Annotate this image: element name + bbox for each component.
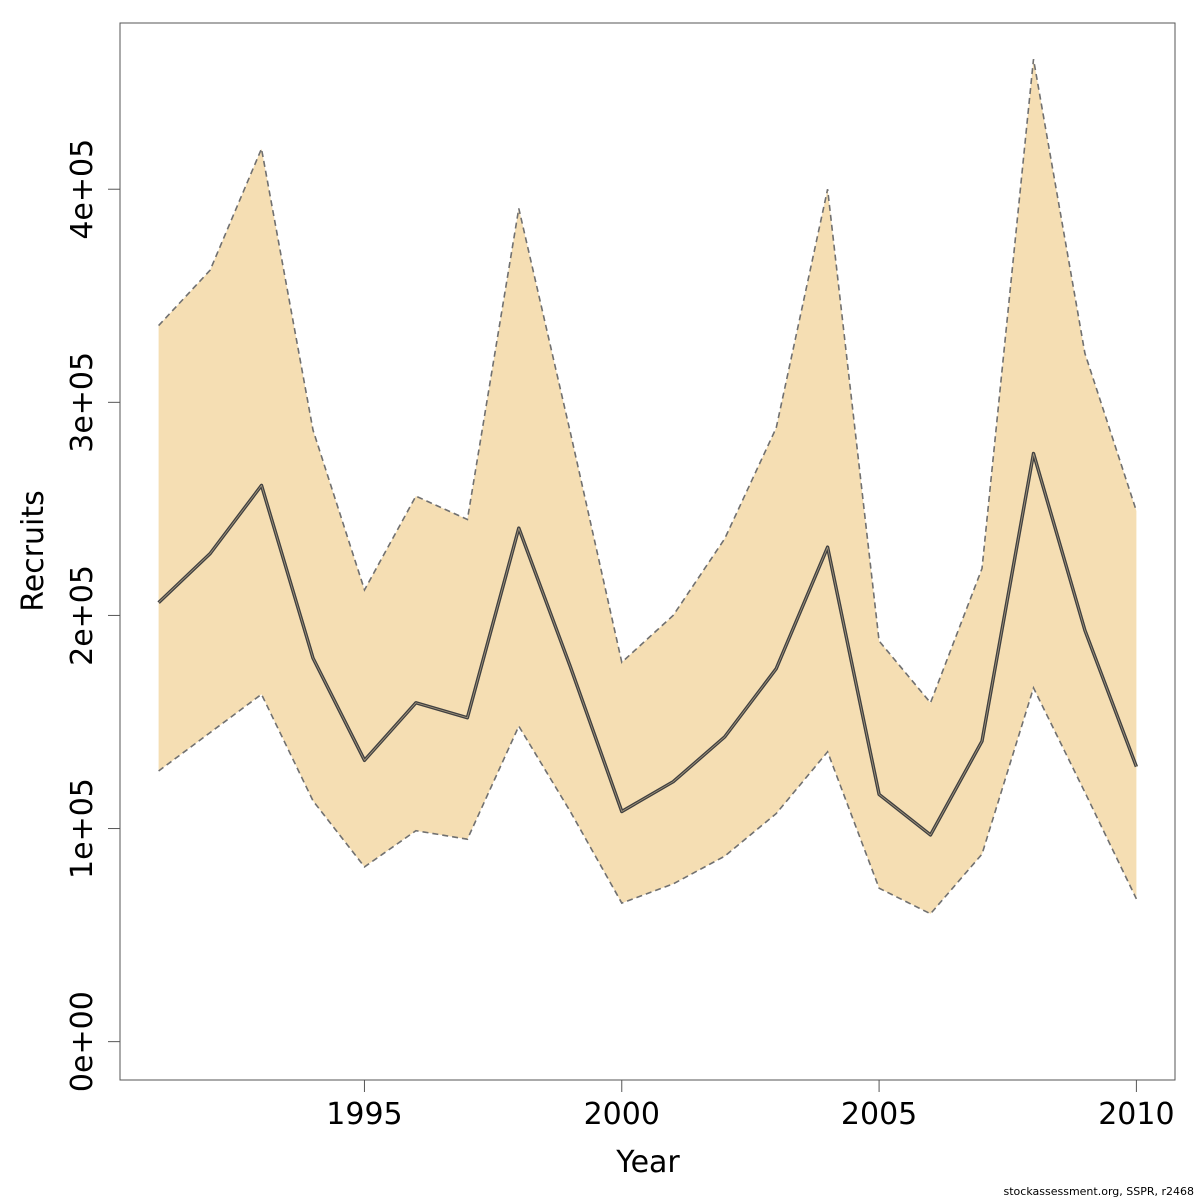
upper-bound-line [158,59,1138,705]
x-axis: 1995 2000 2005 2010 [326,1080,1175,1132]
y-tick-label-4e+05: 4e+05 [65,139,100,240]
estimate-line [158,453,1137,836]
plot-frame [119,22,1176,1081]
x-tick-label-1995: 1995 [326,1097,402,1132]
y-axis-title: Recruits [16,490,51,612]
x-tick-label-2010: 2010 [1098,1097,1174,1132]
y-tick-label-1e+05: 1e+05 [65,778,100,879]
footer-credit: stockassessment.org, SSPR, r2468 [1003,1185,1194,1198]
y-tick-label-0e+00: 0e+00 [65,991,100,1092]
y-tick-label-3e+05: 3e+05 [65,352,100,453]
x-axis-title: Year [615,1145,680,1180]
x-tick-label-2000: 2000 [584,1097,660,1132]
lower-bound-line [158,685,1138,915]
x-tick-label-2005: 2005 [841,1097,917,1132]
y-axis: 0e+00 1e+05 2e+05 3e+05 4e+05 [65,139,120,1092]
confidence-band [158,59,1137,914]
y-tick-label-2e+05: 2e+05 [65,565,100,666]
